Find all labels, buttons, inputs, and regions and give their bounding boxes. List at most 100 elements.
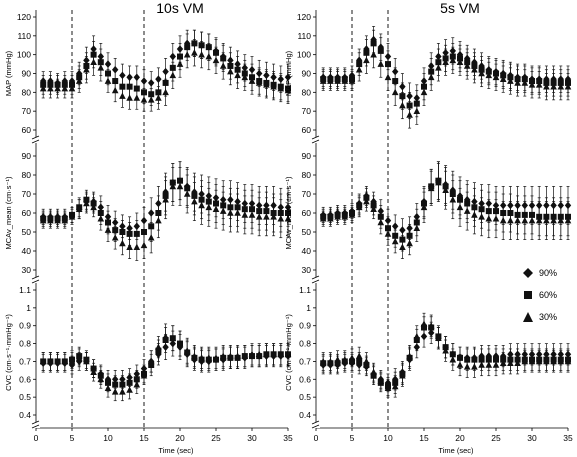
data-point xyxy=(270,350,277,358)
data-point xyxy=(284,86,292,94)
data-point xyxy=(104,226,112,233)
data-point xyxy=(435,64,442,71)
data-point xyxy=(521,217,529,224)
legend-label-90: 90% xyxy=(539,268,558,278)
y-tick-label: 50 xyxy=(302,227,312,237)
data-point xyxy=(191,49,198,56)
data-point xyxy=(550,83,557,90)
x-tick-label: 10 xyxy=(103,433,113,443)
data-point xyxy=(528,357,536,365)
axis-break-mark xyxy=(31,135,40,140)
data-point xyxy=(399,372,406,379)
data-point xyxy=(68,213,76,220)
data-point xyxy=(119,388,126,395)
y-tick-label: 90 xyxy=(22,151,32,161)
data-point xyxy=(147,234,155,241)
y-axis-label: MAP (mmHg) xyxy=(284,50,293,96)
x-axis-label: Time (sec) xyxy=(438,446,474,455)
data-point xyxy=(61,217,69,224)
y-tick-label: 90 xyxy=(302,151,312,161)
data-point xyxy=(277,350,285,358)
data-point xyxy=(47,357,54,365)
data-point xyxy=(284,350,292,358)
data-point xyxy=(90,203,97,211)
data-point xyxy=(363,198,370,205)
data-point xyxy=(183,347,191,354)
data-point xyxy=(133,94,141,101)
y-tick-label: 0.6 xyxy=(299,374,311,384)
panel-title: 5s VM xyxy=(440,0,480,16)
data-point xyxy=(449,56,457,64)
data-point xyxy=(90,368,97,375)
legend-item-90: 90% xyxy=(522,262,574,284)
data-point xyxy=(507,359,514,367)
data-point xyxy=(478,213,485,220)
y-axis-label: CVC (cm·s⁻¹·mmHg⁻¹) xyxy=(284,314,293,391)
data-point xyxy=(162,196,169,203)
data-point xyxy=(277,215,285,222)
axis-break-mark xyxy=(31,424,40,429)
data-point xyxy=(111,388,119,395)
data-point xyxy=(39,357,47,365)
data-point xyxy=(83,357,90,365)
data-point xyxy=(75,77,83,84)
y-tick-label: 110 xyxy=(17,31,31,41)
y-tick-label: 0.9 xyxy=(19,321,31,331)
y-tick-label: 90 xyxy=(302,69,312,79)
data-point xyxy=(169,182,177,190)
axis-break-mark xyxy=(311,279,320,284)
data-point xyxy=(399,101,406,109)
data-point xyxy=(507,217,514,224)
data-point xyxy=(557,83,565,90)
axis-break-gap xyxy=(32,422,40,428)
data-point xyxy=(68,357,76,365)
data-point xyxy=(263,213,270,220)
data-point xyxy=(255,350,263,358)
data-point xyxy=(420,320,428,327)
data-point xyxy=(327,357,334,365)
data-point xyxy=(550,357,557,365)
x-tick-label: 20 xyxy=(175,433,185,443)
y-tick-label: 60 xyxy=(302,208,312,218)
data-point xyxy=(348,354,356,361)
data-point xyxy=(564,357,572,365)
data-point xyxy=(83,199,90,207)
data-point xyxy=(234,352,241,359)
x-tick-label: 10 xyxy=(383,433,393,443)
x-tick-label: 0 xyxy=(34,433,39,443)
data-point xyxy=(406,352,413,359)
data-point xyxy=(277,84,285,92)
data-point xyxy=(241,352,249,359)
data-point xyxy=(270,83,277,90)
y-axis-label: MCAv_mean (cm·s⁻¹) xyxy=(284,176,293,249)
data-point xyxy=(341,356,349,363)
data-point xyxy=(119,239,126,247)
y-tick-label: 0.9 xyxy=(299,321,311,331)
data-point xyxy=(384,384,392,392)
data-point xyxy=(111,86,119,94)
data-point xyxy=(535,81,543,88)
y-tick-label: 0.5 xyxy=(299,392,311,402)
axis-break-mark xyxy=(31,420,40,425)
data-point xyxy=(471,363,478,370)
y-tick-label: 100 xyxy=(297,50,311,60)
data-point xyxy=(227,352,234,359)
data-point xyxy=(111,234,119,241)
y-tick-label: 0.4 xyxy=(19,410,31,420)
data-point xyxy=(420,88,428,96)
data-point xyxy=(355,66,363,73)
axis-break-mark xyxy=(311,139,320,144)
data-point xyxy=(341,213,349,220)
data-point xyxy=(191,198,198,205)
data-point xyxy=(75,354,83,361)
data-point xyxy=(355,203,363,211)
data-point xyxy=(133,243,141,250)
data-point xyxy=(427,322,435,329)
y-tick-label: 40 xyxy=(22,246,32,256)
plot-5s-mcav: 30 40 50 60 70 80 90 MCAv_mean (cm·s⁻¹) xyxy=(284,151,572,284)
data-point xyxy=(435,334,442,342)
data-point xyxy=(348,211,356,218)
plot-10s-map: 60 70 80 90 100 110 120 MAP (mmHg) xyxy=(4,12,292,144)
y-tick-label: 50 xyxy=(22,227,32,237)
